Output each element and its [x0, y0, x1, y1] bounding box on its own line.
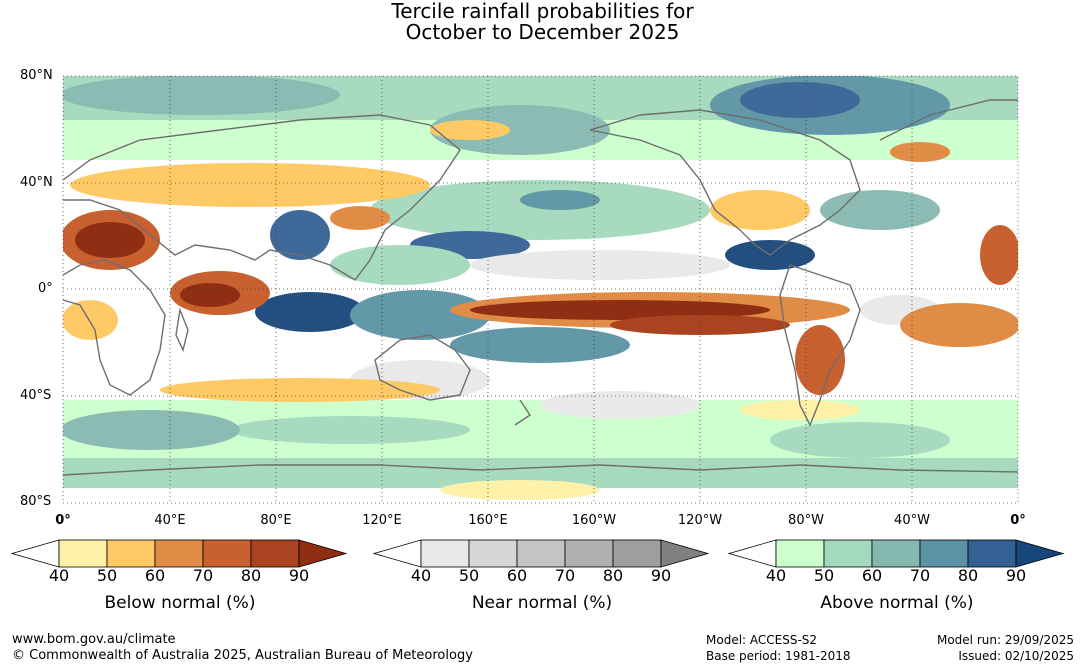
colorbar-segment	[420, 539, 470, 568]
lon-label-0: 0°	[55, 513, 71, 528]
colorbar-high-end	[660, 539, 710, 568]
colorbar-tick-label: 50	[813, 566, 835, 585]
lon-label-80e: 80°E	[260, 513, 292, 528]
colorbar-tick-label: 40	[48, 566, 70, 585]
colorbar-segment	[967, 539, 1017, 568]
legend-title: Below normal (%)	[104, 593, 256, 613]
colorbar-tick-label: 50	[458, 566, 480, 585]
footer-model: Model: ACCESS-S2	[706, 633, 818, 647]
lat-label-80n: 80°N	[20, 68, 53, 83]
legend-title: Above normal (%)	[820, 593, 974, 613]
colorbar-high-end	[1015, 539, 1065, 568]
colorbar-segment	[58, 539, 108, 568]
colorbar-segment	[564, 539, 614, 568]
lon-label-40e: 40°E	[154, 513, 186, 528]
colorbar-segment	[919, 539, 969, 568]
lon-label-120w: 120°W	[677, 513, 723, 528]
colorbar-low-end	[727, 539, 777, 568]
lon-label-40w: 40°W	[894, 513, 930, 528]
colorbar-tick-label: 90	[650, 566, 672, 585]
colorbar-segment	[250, 539, 300, 568]
legend-near-normal: 40 50 60 70 80 90 Near normal (%)	[372, 538, 712, 633]
colorbar-tick-label: 90	[288, 566, 310, 585]
colorbar-high-end	[298, 539, 348, 568]
colorbar-segment	[871, 539, 921, 568]
colorbar	[10, 539, 348, 568]
colorbar-tick-label: 70	[192, 566, 214, 585]
colorbar-segment	[612, 539, 662, 568]
colorbar-tick-label: 40	[765, 566, 787, 585]
lon-label-0-east: 0°	[1010, 513, 1026, 528]
coastlines	[63, 99, 1018, 476]
footer-url: www.bom.gov.au/climate	[12, 632, 176, 647]
colorbar-tick-label: 60	[506, 566, 528, 585]
rainfall-probability-map	[62, 75, 1019, 504]
lat-label-eq: 0°	[38, 281, 53, 296]
footer-issued: Issued: 02/10/2025	[958, 649, 1074, 663]
map-frame	[62, 75, 1019, 504]
map-title-line2: October to December 2025	[405, 20, 680, 44]
colorbar-tick-label: 60	[144, 566, 166, 585]
colorbar-low-end	[372, 539, 422, 568]
footer-model-run: Model run: 29/09/2025	[936, 633, 1074, 647]
above-normal-field	[63, 76, 1018, 488]
footer-copyright: © Commonwealth of Australia 2025, Austra…	[12, 648, 473, 663]
legend-above-normal: 40 50 60 70 80 90 Above normal (%)	[727, 538, 1067, 633]
colorbar-low-end	[10, 539, 60, 568]
legend-below-normal: 40 50 60 70 80 90 Below normal (%)	[10, 538, 350, 633]
colorbar-tick-label: 90	[1005, 566, 1027, 585]
lat-label-40n: 40°N	[20, 175, 53, 190]
colorbar-tick-label: 40	[410, 566, 432, 585]
colorbar-segment	[775, 539, 825, 568]
footer-base-period: Base period: 1981-2018	[706, 649, 851, 663]
lon-label-120e: 120°E	[362, 513, 402, 528]
colorbar-segment	[823, 539, 873, 568]
lon-label-160w: 160°W	[571, 513, 617, 528]
colorbar-segment	[106, 539, 156, 568]
colorbar-segment	[516, 539, 566, 568]
colorbar-segment	[202, 539, 252, 568]
colorbar-tick-label: 70	[909, 566, 931, 585]
colorbar-tick-label: 80	[240, 566, 262, 585]
colorbar-tick-label: 70	[554, 566, 576, 585]
colorbar-segment	[468, 539, 518, 568]
colorbar-tick-label: 60	[861, 566, 883, 585]
colorbar-tick-label: 50	[96, 566, 118, 585]
below-normal-field	[63, 120, 1018, 500]
lon-label-80w: 80°W	[788, 513, 824, 528]
colorbar	[727, 539, 1065, 568]
lat-label-80s: 80°S	[20, 494, 52, 509]
colorbar-tick-label: 80	[957, 566, 979, 585]
lon-label-160e: 160°E	[468, 513, 508, 528]
colorbar	[372, 539, 710, 568]
map-title-line1: Tercile rainfall probabilities for	[391, 0, 694, 23]
colorbar-segment	[154, 539, 204, 568]
lat-label-40s: 40°S	[20, 388, 52, 403]
colorbar-tick-label: 80	[602, 566, 624, 585]
legend-title: Near normal (%)	[471, 593, 613, 613]
